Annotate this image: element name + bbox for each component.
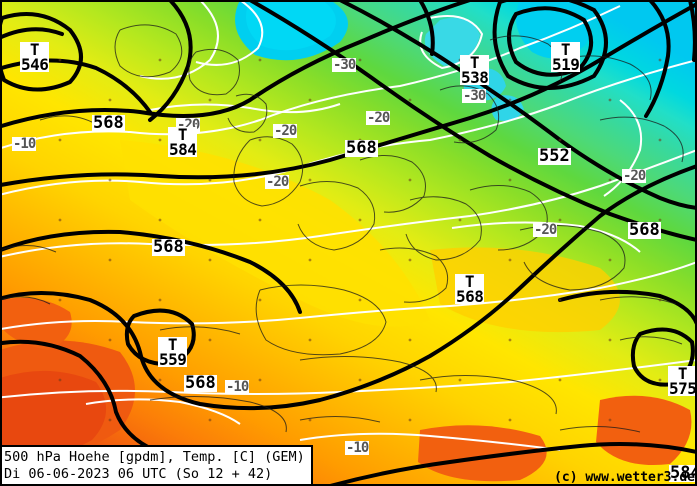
credit-text: (c) www.wetter3.de xyxy=(554,470,695,485)
height-contour-label: 568 xyxy=(628,220,661,240)
isotherm-label: -30 xyxy=(332,57,356,73)
isotherm-label: -30 xyxy=(462,88,486,104)
low-alps: T 568 xyxy=(455,272,485,307)
low-marker: T xyxy=(167,335,178,354)
isotherm-label: -10 xyxy=(12,136,36,152)
caption-line-2: Di 06-06-2023 06 UTC (So 12 + 42) xyxy=(4,466,273,483)
low-value: 584 xyxy=(169,140,197,160)
isotherm-label: -20 xyxy=(366,110,390,126)
low-marker: T xyxy=(469,53,480,72)
high-biscay: T 584 xyxy=(168,125,198,160)
low-marker: T xyxy=(464,272,475,291)
low-value: 559 xyxy=(159,350,187,370)
height-contour-label: 552 xyxy=(538,146,571,166)
low-marker: T xyxy=(29,40,40,59)
low-marker: T xyxy=(560,40,571,59)
isotherm-label: -10 xyxy=(345,440,369,456)
coastlines xyxy=(0,24,684,433)
low-barents: T 519 xyxy=(551,40,581,75)
low-iceland: T 546 xyxy=(20,40,50,75)
low-value: 568 xyxy=(456,287,484,307)
isotherm-label: -20 xyxy=(622,168,646,184)
grid-points xyxy=(58,58,662,422)
height-contour-label: 568 xyxy=(184,373,217,393)
low-value: 538 xyxy=(461,68,489,88)
low-marker: T xyxy=(677,364,688,383)
height-contour-label: 568 xyxy=(92,113,125,133)
height-contour-label: 568 xyxy=(345,138,378,158)
isotherm-label: -20 xyxy=(533,222,557,238)
low-norwegian-sea: T 538 xyxy=(460,53,490,88)
low-value: 546 xyxy=(21,55,49,75)
low-black-sea: T 575 xyxy=(668,364,697,399)
low-value: 575 xyxy=(669,379,697,399)
isotherm-label: -20 xyxy=(265,174,289,190)
isotherm-label: -10 xyxy=(225,379,249,395)
low-value: 519 xyxy=(552,55,580,75)
caption-box: 500 hPa Hoehe [gpdm], Temp. [C] (GEM) Di… xyxy=(0,445,313,486)
caption-line-1: 500 hPa Hoehe [gpdm], Temp. [C] (GEM) xyxy=(4,449,305,466)
midband-shading xyxy=(120,140,620,333)
low-atlantic: T 559 xyxy=(158,335,188,370)
height-contour-label: 568 xyxy=(152,237,185,257)
height-contour-label: 584 xyxy=(669,465,697,482)
isotherm-label: -20 xyxy=(273,123,297,139)
low-marker: T xyxy=(177,125,188,144)
